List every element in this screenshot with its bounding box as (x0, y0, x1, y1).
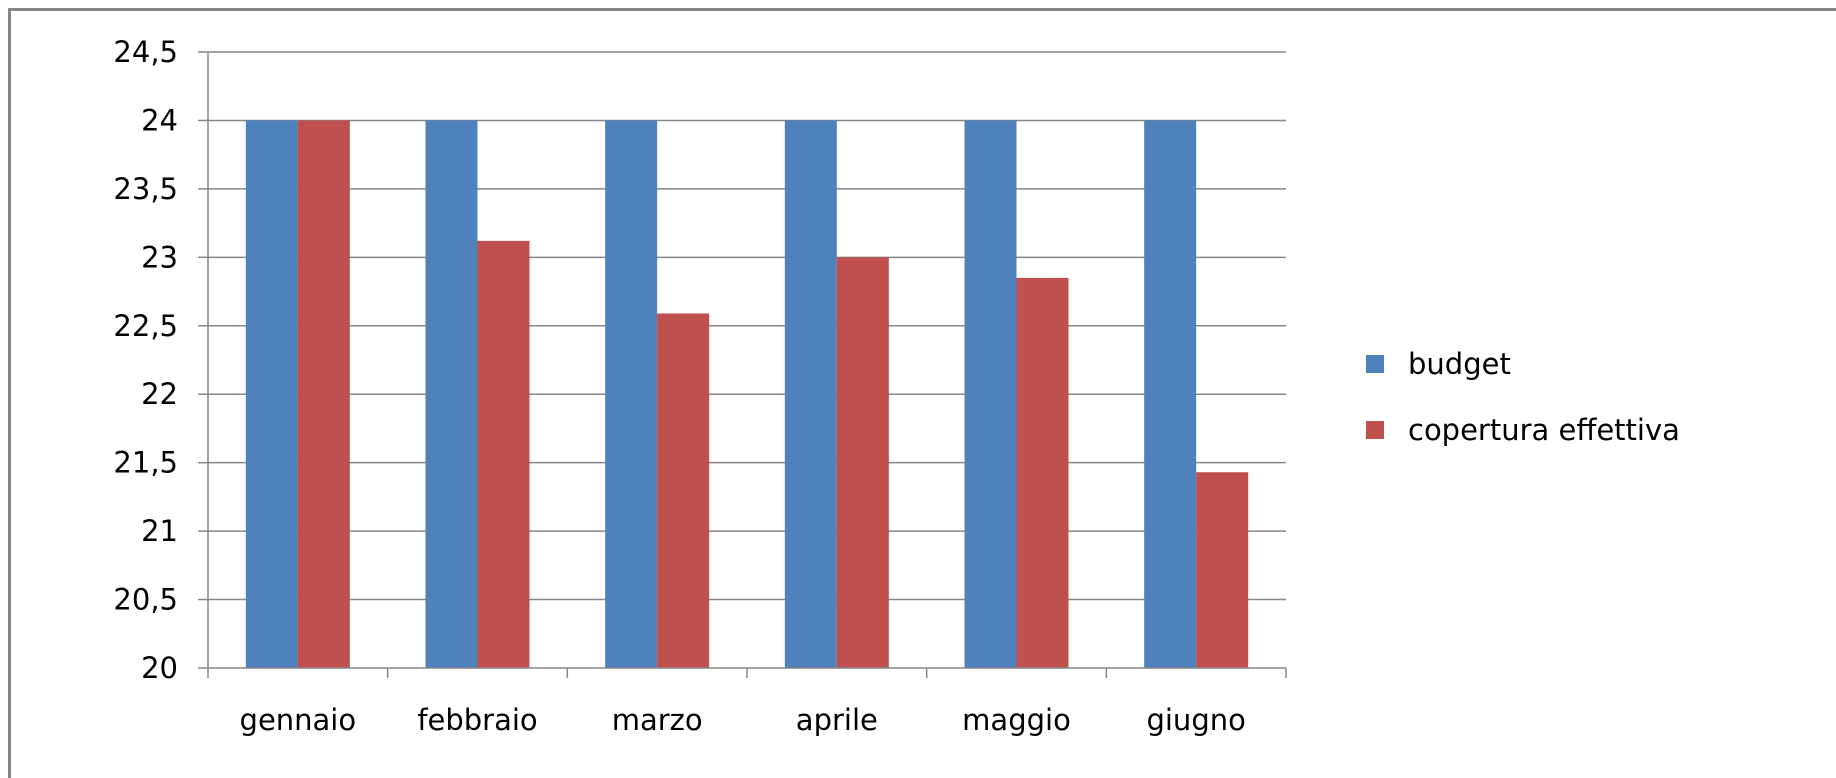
y-tick-label: 24,5 (113, 35, 178, 69)
bars (245, 120, 1249, 668)
y-tick-label: 22 (141, 377, 178, 411)
legend-label: budget (1408, 347, 1511, 381)
x-tick-label: aprile (796, 703, 878, 737)
bar-budget-aprile (784, 120, 837, 668)
y-tick-label: 24 (141, 103, 178, 137)
axes: 20 20,5 21 21,5 22 22,5 23 23,5 24 24,5 gennaio feb… (113, 35, 1287, 737)
x-tick-label: giugno (1146, 703, 1245, 737)
legend-swatch (1366, 421, 1384, 439)
y-tick-label: 21 (141, 514, 178, 548)
x-tick-label: marzo (612, 703, 703, 737)
x-tick-label: febbraio (417, 703, 537, 737)
bar-copertura-maggio (1016, 277, 1069, 668)
legend: budget copertura effettiva (1366, 347, 1680, 447)
bar-budget-marzo (605, 120, 658, 668)
bar-copertura-giugno (1196, 472, 1249, 668)
y-tick-label: 22,5 (113, 309, 178, 343)
y-tick-label: 20 (141, 651, 178, 685)
bar-budget-giugno (1144, 120, 1197, 668)
bar-budget-gennaio (245, 120, 298, 668)
y-tick-label: 21,5 (113, 446, 178, 480)
bar-budget-maggio (964, 120, 1017, 668)
gridlines (208, 51, 1286, 601)
y-tick-label: 20,5 (113, 583, 178, 617)
legend-label: copertura effettiva (1408, 413, 1680, 447)
x-tick-label: gennaio (240, 703, 357, 737)
y-tick-label: 23,5 (113, 172, 178, 206)
x-tick-label: maggio (962, 703, 1071, 737)
bar-budget-febbraio (425, 120, 478, 668)
bar-copertura-marzo (657, 313, 710, 668)
bar-copertura-febbraio (477, 240, 530, 668)
y-tick-label: 23 (141, 240, 178, 274)
bar-copertura-gennaio (297, 120, 350, 668)
legend-swatch (1366, 355, 1384, 373)
bar-copertura-aprile (836, 257, 889, 668)
